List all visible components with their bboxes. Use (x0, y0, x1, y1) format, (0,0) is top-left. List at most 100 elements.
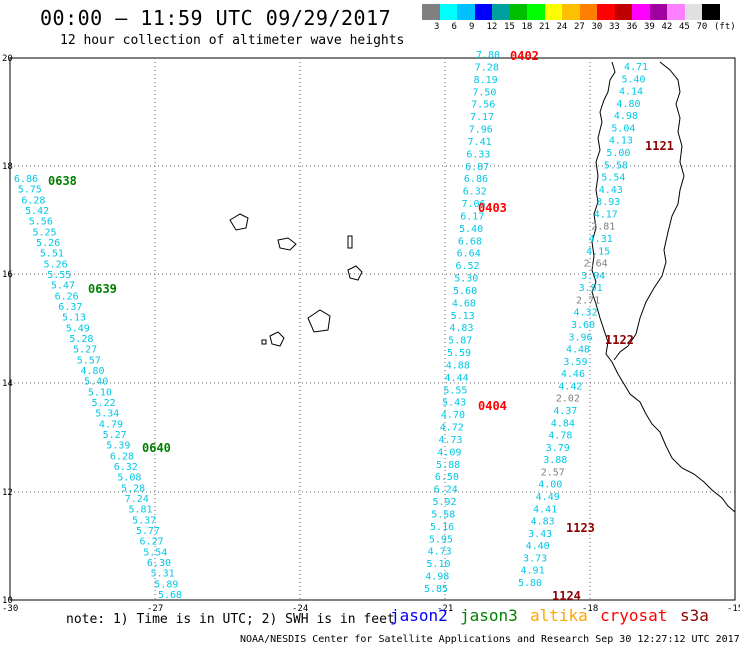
wave-height-value: 5.40 (84, 377, 108, 388)
wave-height-value: 5.55 (47, 270, 71, 281)
pass-time-label: 0402 (510, 49, 539, 63)
cape-verde-island (229, 213, 249, 231)
wave-height-value: 5.68 (158, 590, 182, 601)
wave-height-value: 5.47 (51, 281, 75, 292)
wave-height-value: 5.28 (121, 483, 145, 494)
legend-swatch (422, 4, 440, 20)
wave-height-value: 4.49 (536, 492, 560, 503)
wave-height-value: 5.16 (430, 522, 454, 533)
wave-height-value: 4.14 (619, 87, 643, 98)
wave-height-value: 4.31 (589, 234, 613, 245)
map-frame (9, 57, 736, 601)
wave-height-value: 6.28 (110, 451, 134, 462)
wave-height-value: 4.46 (561, 369, 585, 380)
color-legend (422, 4, 720, 20)
legend-label: 24 (556, 22, 568, 32)
wave-height-value: 6.87 (465, 162, 489, 173)
wave-height-value: 5.00 (606, 148, 630, 159)
wave-height-value: 5.42 (25, 206, 49, 217)
wave-height-value: 5.58 (604, 160, 628, 171)
wave-height-value: 7.17 (470, 112, 494, 123)
wave-height-value: 5.80 (518, 578, 542, 589)
wave-height-value: 5.54 (143, 547, 167, 558)
pass-time-label: 1123 (566, 521, 595, 535)
x-axis-label: -15 (727, 604, 740, 614)
cape-verde-island (347, 235, 353, 249)
africa-coastline-north (613, 61, 685, 361)
wave-height-value: 7.41 (468, 137, 492, 148)
wave-height-value: 3.93 (596, 197, 620, 208)
wave-height-value: 5.22 (92, 398, 116, 409)
wave-height-value: 4.40 (526, 541, 550, 552)
wave-height-value: 6.26 (55, 291, 79, 302)
wave-height-value: 4.41 (533, 504, 557, 515)
wave-height-value: 4.09 (437, 447, 461, 458)
legend-label: 12 (486, 22, 498, 32)
wave-height-value: 5.88 (436, 460, 460, 471)
legend-label: 39 (644, 22, 655, 32)
legend-swatch (649, 4, 667, 20)
wave-height-value: 4.91 (521, 566, 545, 577)
wave-height-value: 5.27 (73, 345, 97, 356)
legend-label: (ft) (714, 22, 736, 32)
x-axis-label: -18 (582, 604, 598, 614)
wave-height-value: 4.88 (446, 360, 470, 371)
legend-label: 6 (451, 22, 457, 32)
wave-height-value: 2.57 (541, 467, 565, 478)
wave-height-value: 5.95 (429, 534, 453, 545)
wave-height-value: 5.10 (426, 559, 450, 570)
wave-height-value: 5.40 (621, 74, 645, 85)
legend-label: 9 (469, 22, 475, 32)
wave-height-value: 5.08 (117, 473, 141, 484)
wave-height-value: 4.13 (609, 136, 633, 147)
wave-height-value: 5.43 (442, 398, 466, 409)
wave-height-value: 4.42 (558, 381, 582, 392)
wave-height-value: 4.83 (531, 517, 555, 528)
y-axis-label: 20 (2, 54, 13, 64)
wave-height-value: 4.68 (452, 298, 476, 309)
wave-height-value: 5.28 (69, 334, 93, 345)
legend-swatch (597, 4, 615, 20)
wave-height-value: 6.37 (58, 302, 82, 313)
wave-height-value: 5.10 (88, 387, 112, 398)
wave-height-value: 3.73 (523, 553, 547, 564)
y-axis-label: 16 (2, 270, 13, 280)
wave-height-value: 5.04 (611, 123, 635, 134)
wave-height-value: 3.91 (579, 283, 603, 294)
wave-height-value: 3.43 (528, 529, 552, 540)
y-axis-label: 10 (2, 596, 13, 606)
legend-swatch (579, 4, 597, 20)
wave-height-value: 2.02 (556, 394, 580, 405)
credit-line: NOAA/NESDIS Center for Satellite Applica… (240, 634, 740, 645)
wave-height-value: 6.28 (21, 195, 45, 206)
wave-height-value: 5.57 (77, 355, 101, 366)
legend-swatch (702, 4, 720, 20)
wave-height-value: 4.00 (538, 480, 562, 491)
legend-swatch (614, 4, 632, 20)
coastline (229, 61, 736, 513)
wave-height-value: 3.59 (563, 357, 587, 368)
pass-time-label: 0638 (48, 174, 77, 188)
wave-height-value: 5.31 (151, 569, 175, 580)
wave-height-value: 4.71 (624, 62, 648, 73)
wave-height-value: 5.27 (103, 430, 127, 441)
wave-height-value: 4.79 (99, 419, 123, 430)
units-note: note: 1) Time is in UTC; 2) SWH is in fe… (66, 612, 395, 627)
legend-label: 27 (574, 22, 585, 32)
wave-height-value: 4.43 (599, 185, 623, 196)
legend-swatch (632, 4, 650, 20)
wave-height-value: 4.37 (553, 406, 577, 417)
wave-height-value: 5.85 (424, 584, 448, 595)
wave-height-value: 5.77 (136, 526, 160, 537)
satellite-jason2: jason2 (390, 606, 448, 625)
wave-height-value: 3.88 (543, 455, 567, 466)
legend-swatch (527, 4, 545, 20)
wave-height-value: 4.48 (566, 345, 590, 356)
wave-height-value: 6.33 (466, 149, 490, 160)
wave-height-value: 4.73 (428, 547, 452, 558)
wave-height-value: 4.15 (586, 246, 610, 257)
wave-height-value: 3.94 (581, 271, 605, 282)
legend-swatch (667, 4, 685, 20)
wave-height-value: 5.49 (66, 323, 90, 334)
wave-height-value: 4.83 (449, 323, 473, 334)
